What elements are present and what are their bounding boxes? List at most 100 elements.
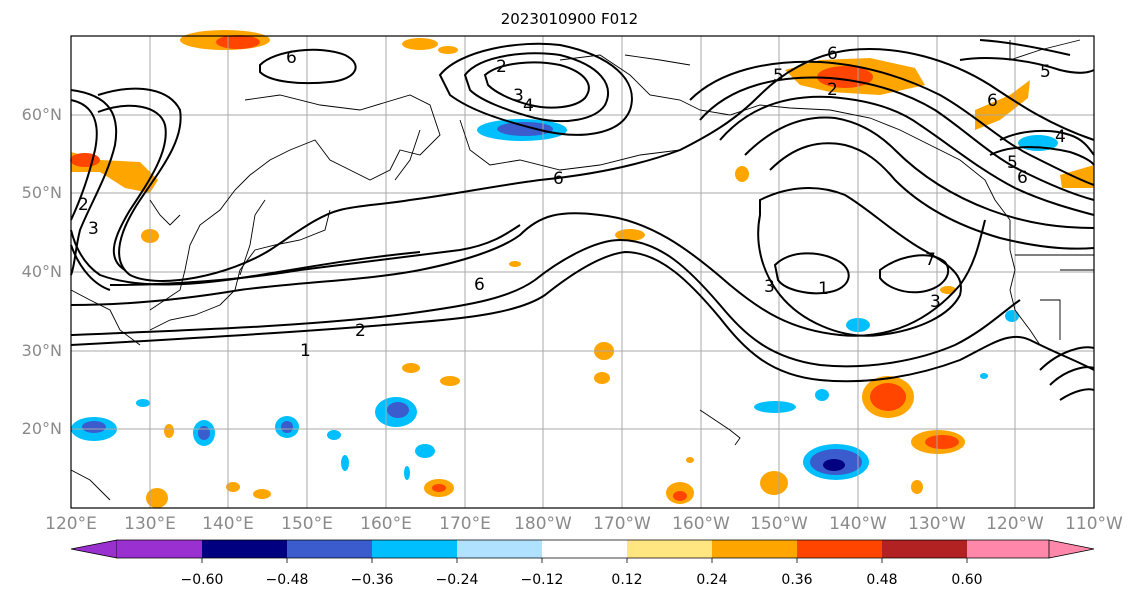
anomaly-negative <box>415 444 435 458</box>
lat-label: 40°N <box>21 262 62 281</box>
anomaly-positive <box>686 457 694 463</box>
anomaly-positive <box>402 363 420 373</box>
anomaly-positive <box>735 166 749 182</box>
anomaly-positive <box>432 484 446 492</box>
plot-frame <box>70 35 1095 509</box>
lat-label: 30°N <box>21 341 62 360</box>
contour-label: 3 <box>88 219 99 239</box>
contour-label: 3 <box>930 292 941 312</box>
anomaly-positive <box>402 38 438 50</box>
anomaly-positive <box>760 471 788 495</box>
lon-label: 170°W <box>593 514 651 534</box>
anomaly-positive <box>509 261 521 267</box>
shaded-anomalies <box>70 30 1094 508</box>
anomaly-negative <box>823 459 845 471</box>
colorbar-bin <box>542 540 627 558</box>
anomaly-negative <box>327 430 341 440</box>
anomaly-positive <box>925 435 959 449</box>
contour-lines <box>70 39 1095 401</box>
colorbar-bin <box>882 540 967 558</box>
colorbar-tick-label: 0.36 <box>781 572 813 588</box>
anomaly-positive <box>438 46 458 54</box>
lat-label: 60°N <box>21 105 62 124</box>
contour-label: 3 <box>764 277 775 297</box>
contour-label: 6 <box>1017 168 1028 188</box>
colorbar-extend-min <box>70 539 118 559</box>
colorbar-outline <box>117 539 1049 559</box>
anomaly-negative <box>136 399 150 407</box>
contour-label: 6 <box>286 48 297 68</box>
colorbar-tick-label: 0.12 <box>611 572 643 588</box>
lon-label: 160°W <box>672 514 730 534</box>
lon-label: 180°W <box>514 514 572 534</box>
contour-label: 7 <box>925 250 936 270</box>
contour-label: 5 <box>1040 62 1051 82</box>
anomaly-negative <box>198 426 210 440</box>
colorbar-bin <box>117 540 202 558</box>
lat-label: 50°N <box>21 183 62 202</box>
anomaly-positive <box>440 376 460 386</box>
colorbar-tick-label: −0.48 <box>265 572 309 588</box>
contour-label: 2 <box>78 195 89 215</box>
colorbar-bin <box>967 540 1049 558</box>
anomaly-negative <box>754 401 796 413</box>
anomaly-negative <box>497 122 553 136</box>
anomaly-positive <box>870 383 906 411</box>
contour-label: 6 <box>827 44 838 64</box>
colorbar-tick-label: −0.24 <box>435 572 479 588</box>
contour-label: 5 <box>1007 153 1018 173</box>
coastlines <box>70 39 1094 501</box>
lon-label: 160°E <box>360 514 412 534</box>
anomaly-positive <box>594 372 610 384</box>
colorbar-tick-label: −0.12 <box>520 572 564 588</box>
contour-label: 1 <box>818 279 829 299</box>
colorbar-bin <box>797 540 882 558</box>
colorbar-bin <box>287 540 372 558</box>
anomaly-positive <box>216 35 260 49</box>
anomaly-positive <box>253 489 271 499</box>
lat-label: 20°N <box>21 419 62 438</box>
contour-label: 2 <box>827 80 838 100</box>
lon-label: 140°W <box>829 514 887 534</box>
contour-label-group: 6 2 3 4 6 5 2 6 5 6 4 5 6 2 3 6 2 1 3 1 … <box>78 44 1066 361</box>
colorbar-tick-label: 0.60 <box>951 572 983 588</box>
colorbar-tick-label: −0.60 <box>180 572 224 588</box>
contour-label: 2 <box>355 321 366 341</box>
anomaly-positive <box>164 424 174 438</box>
lon-label: 150°W <box>750 514 808 534</box>
anomaly-positive <box>146 488 168 508</box>
colorbar-bin <box>372 540 457 558</box>
anomaly-negative <box>980 373 988 379</box>
graticule <box>71 36 1094 508</box>
contour-label: 6 <box>474 275 485 295</box>
colorbar-tick-label: 0.24 <box>696 572 728 588</box>
lon-label: 120°W <box>986 514 1044 534</box>
anomaly-negative <box>404 466 410 480</box>
colorbar <box>70 539 1095 563</box>
colorbar-tick-label: −0.36 <box>350 572 394 588</box>
lon-label: 150°E <box>281 514 333 534</box>
contour-label: 6 <box>553 169 564 189</box>
map-title: 2023010900 F012 <box>500 10 639 28</box>
lon-label: 120°E <box>45 514 97 534</box>
contour-label: 5 <box>773 66 784 86</box>
anomaly-positive <box>975 80 1030 130</box>
contour-label: 3 <box>513 86 524 106</box>
anomaly-negative <box>387 402 409 418</box>
colorbar-bin <box>457 540 542 558</box>
anomaly-positive <box>911 480 923 494</box>
anomaly-negative <box>341 455 349 471</box>
lon-label: 140°E <box>202 514 254 534</box>
colorbar-bin <box>627 540 712 558</box>
lon-label: 130°W <box>908 514 966 534</box>
lon-label: 130°E <box>124 514 176 534</box>
contour-label: 4 <box>523 96 534 116</box>
anomaly-positive <box>226 482 240 492</box>
anomaly-negative <box>82 421 106 433</box>
lon-label: 170°E <box>439 514 491 534</box>
anomaly-negative <box>281 421 293 433</box>
contour-label: 2 <box>496 57 507 77</box>
contour-label: 1 <box>300 341 311 361</box>
anomaly-positive <box>673 491 687 501</box>
